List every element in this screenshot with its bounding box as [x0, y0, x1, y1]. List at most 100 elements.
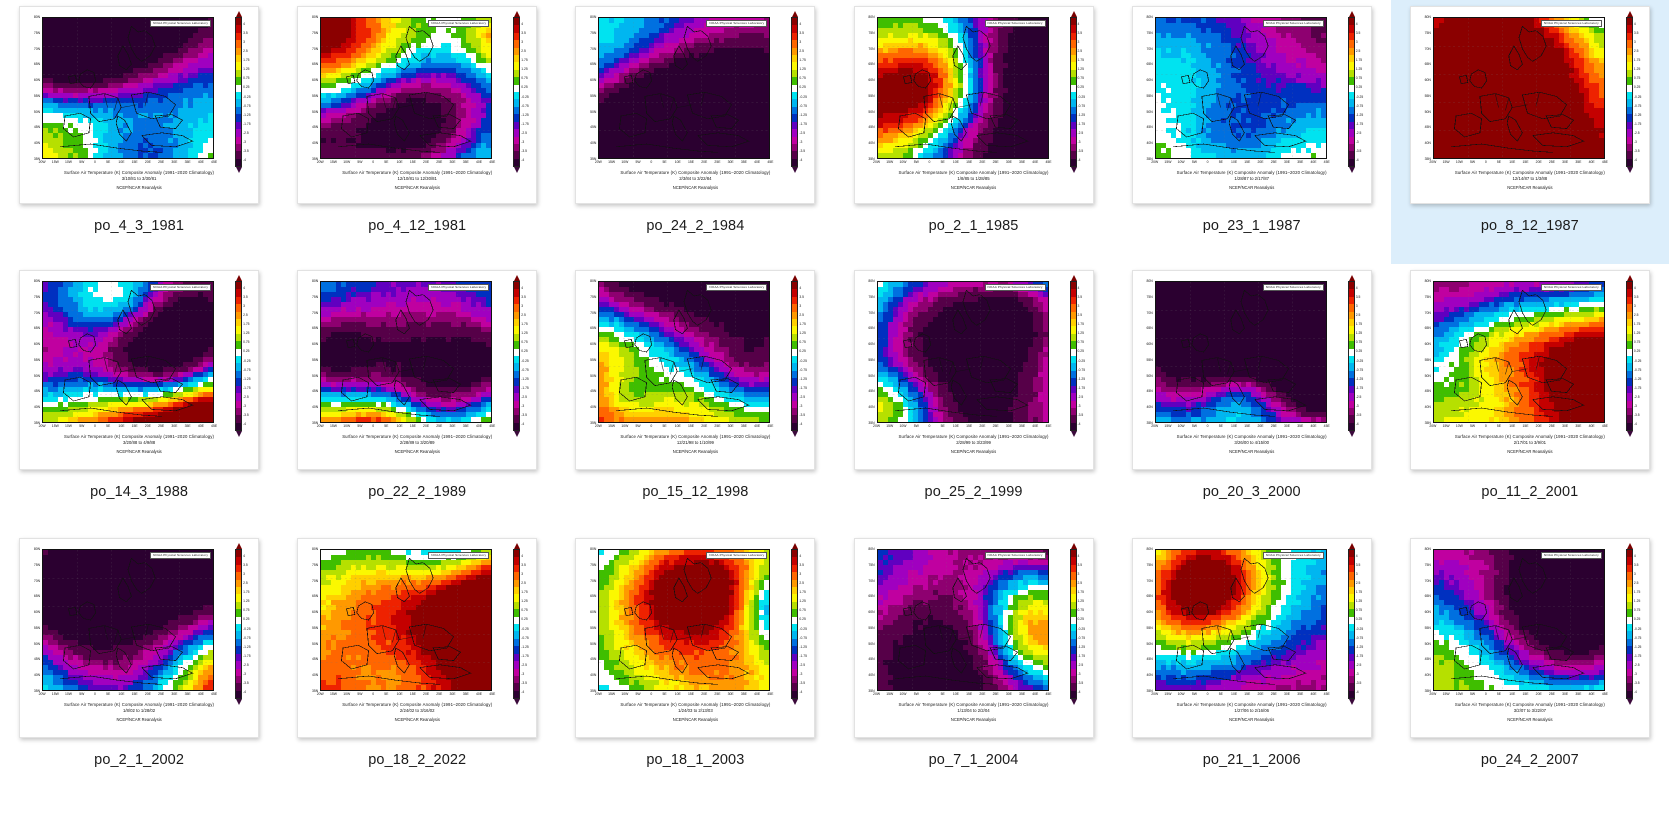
- thumbnail-item[interactable]: NOAA Physical Sciences Laboratory 80N 75N 7…: [834, 0, 1112, 264]
- x-tick-label: 40E: [754, 424, 761, 428]
- colorbar-tick-label: -0.75: [521, 103, 529, 108]
- colorbar-swatch: [1626, 668, 1632, 676]
- colorbar-tick-label: -0.25: [1633, 358, 1642, 363]
- y-tick-label: 70N: [312, 310, 319, 315]
- colorbar-swatch: [1070, 415, 1076, 423]
- y-tick-label: 65N: [312, 594, 319, 599]
- colorbar-swatch: [1348, 587, 1354, 595]
- colorbar-tick-label: -0.25: [1355, 358, 1364, 363]
- colorbar-swatch: [236, 282, 242, 290]
- thumbnail-item[interactable]: NOAA Physical Sciences Laboratory 80N 75N 7…: [1391, 264, 1669, 532]
- y-tick-label: 35N: [1146, 689, 1153, 693]
- plot-title-line: Surface Air Temperature (K) Composite An…: [342, 434, 493, 439]
- y-tick-label: 60N: [1424, 78, 1431, 83]
- thumbnail-item[interactable]: NOAA Physical Sciences Laboratory 80N 75N 7…: [1391, 532, 1669, 822]
- y-axis: 80N 75N 70N 65N 60N 55N 50N 45N 40N 35N: [302, 279, 319, 425]
- y-tick-label: 65N: [33, 326, 41, 331]
- plot-source-line: NCEP/NCAR Reanalysis: [1507, 449, 1553, 454]
- thumbnail-image[interactable]: NOAA Physical Sciences Laboratory 80N 75N 7…: [297, 6, 538, 204]
- thumbnail-image[interactable]: NOAA Physical Sciences Laboratory 80N 75N 7…: [1409, 270, 1650, 470]
- colorbar-swatch: [1626, 84, 1632, 93]
- thumbnail-item[interactable]: NOAA Physical Sciences Laboratory 80N 75N 7…: [834, 264, 1112, 532]
- colorbar-swatch: [1348, 18, 1354, 26]
- x-tick-label: 35E: [1019, 692, 1026, 696]
- x-axis: 20W 15W 10W 5W 0 5E 10E 15E 20E 25E 30E 35E 40E 45E: [1151, 692, 1330, 701]
- colorbar-tick-label: -2.5: [521, 394, 527, 399]
- colorbar-tick-label: 0.25: [521, 349, 528, 354]
- colorbar-swatch: [1348, 378, 1354, 386]
- thumbnail-item[interactable]: NOAA Physical Sciences Laboratory 80N 75N 7…: [278, 264, 556, 532]
- y-tick-label: 50N: [590, 109, 597, 114]
- thumbnail-item[interactable]: NOAA Physical Sciences Laboratory 80N 75N 7…: [556, 264, 834, 532]
- map-plot-area: NOAA Physical Sciences Laboratory: [1154, 281, 1327, 423]
- x-tick-label: 40E: [197, 424, 204, 428]
- thumbnail-image[interactable]: NOAA Physical Sciences Laboratory 80N 75N 7…: [853, 538, 1094, 738]
- thumbnail-image[interactable]: NOAA Physical Sciences Laboratory 80N 75N 7…: [1131, 270, 1372, 470]
- colorbar-swatch: [1070, 158, 1076, 167]
- thumbnail-item[interactable]: NOAA Physical Sciences Laboratory 80N 75N 7…: [1390, 0, 1669, 264]
- thumbnail-image[interactable]: NOAA Physical Sciences Laboratory 80N 75N 7…: [1409, 6, 1650, 204]
- thumbnail-image[interactable]: NOAA Physical Sciences Laboratory 80N 75N 7…: [1131, 538, 1372, 738]
- colorbar-tick-label: -3.5: [243, 681, 249, 686]
- thumbnail-image[interactable]: NOAA Physical Sciences Laboratory 80N 75N 7…: [297, 270, 538, 470]
- thumbnail-item[interactable]: NOAA Physical Sciences Laboratory 80N 75N 7…: [0, 0, 278, 264]
- thumbnail-item[interactable]: NOAA Physical Sciences Laboratory 80N 75N 7…: [834, 532, 1112, 822]
- colorbar-swatch: [1626, 99, 1632, 107]
- colorbar-tick-label: -1.75: [1077, 121, 1086, 126]
- colorbar-swatch: [1348, 661, 1354, 669]
- thumbnail-item[interactable]: NOAA Physical Sciences Laboratory 80N 75N 7…: [278, 0, 556, 264]
- y-tick-label: 80N: [1424, 15, 1431, 19]
- colorbar-swatch: [1626, 77, 1632, 85]
- thumbnail-item[interactable]: NOAA Physical Sciences Laboratory 80N 75N 7…: [1113, 0, 1391, 264]
- thumbnail-image[interactable]: NOAA Physical Sciences Laboratory 80N 75N 7…: [575, 6, 816, 204]
- colorbar-tick-labels: 4 3.5 3 2.5 1.75 1.25 0.75 0.25 -0.25 -0.75 -1.25 -…: [1356, 281, 1369, 431]
- x-tick-label: 45E: [211, 424, 218, 428]
- thumbnail-image[interactable]: NOAA Physical Sciences Laboratory 80N 75N 7…: [853, 270, 1094, 470]
- x-tick-label: 20W: [873, 424, 881, 428]
- colorbar-swatch: [236, 400, 242, 408]
- colorbar-swatch: [236, 557, 242, 565]
- y-axis: 80N 75N 70N 65N 60N 55N 50N 45N 40N 35N: [302, 547, 319, 693]
- x-tick-label: 5E: [1218, 692, 1223, 696]
- colorbar: [513, 549, 521, 699]
- thumbnail-image[interactable]: NOAA Physical Sciences Laboratory 80N 75N 7…: [19, 538, 260, 738]
- colorbar-swatch: [792, 631, 798, 639]
- thumbnail-item[interactable]: NOAA Physical Sciences Laboratory 80N 75N 7…: [1113, 532, 1391, 822]
- thumbnail-label: po_18_1_2003: [646, 752, 745, 768]
- thumbnail-image[interactable]: NOAA Physical Sciences Laboratory 80N 75N 7…: [1131, 6, 1372, 204]
- colorbar-swatch: [236, 114, 242, 122]
- thumbnail-image[interactable]: NOAA Physical Sciences Laboratory 80N 75N 7…: [853, 6, 1094, 204]
- plot-caption: Surface Air Temperature (K) Composite An…: [1417, 702, 1643, 723]
- thumbnail-image[interactable]: NOAA Physical Sciences Laboratory 80N 75N 7…: [19, 6, 260, 204]
- y-tick-label: 35N: [590, 157, 597, 161]
- thumbnail-image[interactable]: NOAA Physical Sciences Laboratory 80N 75N 7…: [575, 270, 816, 470]
- y-tick-label: 40N: [590, 673, 597, 678]
- colorbar-tick-label: 3: [1633, 571, 1636, 576]
- thumbnail-item[interactable]: NOAA Physical Sciences Laboratory 80N 75N 7…: [1113, 264, 1391, 532]
- plot-caption: Surface Air Temperature (K) Composite An…: [861, 170, 1087, 191]
- thumbnail-image[interactable]: NOAA Physical Sciences Laboratory 80N 75N 7…: [1409, 538, 1650, 738]
- colorbar-swatch: [514, 675, 520, 684]
- colorbar-swatch: [1348, 47, 1354, 56]
- colorbar-tick-label: -2.5: [799, 130, 806, 135]
- plot-title-line: Surface Air Temperature (K) Composite An…: [1454, 170, 1605, 175]
- colorbar-swatch: [1626, 638, 1632, 647]
- thumbnail-item[interactable]: NOAA Physical Sciences Laboratory 80N 75N 7…: [556, 0, 834, 264]
- colorbar-tick-label: 1.75: [1633, 322, 1641, 327]
- thumbnail-image[interactable]: NOAA Physical Sciences Laboratory 80N 75N 7…: [575, 538, 816, 738]
- colorbar-swatch: [1348, 564, 1354, 573]
- colorbar-swatch: [792, 415, 798, 423]
- thumbnail-image[interactable]: NOAA Physical Sciences Laboratory 80N 75N 7…: [19, 270, 260, 470]
- colorbar-tick-label: -3.5: [1077, 681, 1084, 686]
- x-tick-label: 15E: [409, 160, 416, 164]
- x-tick-label: 10W: [343, 424, 351, 428]
- thumbnail-item[interactable]: NOAA Physical Sciences Laboratory 80N 75N 7…: [556, 532, 834, 822]
- thumbnail-image[interactable]: NOAA Physical Sciences Laboratory 80N 75N 7…: [297, 538, 538, 738]
- y-tick-label: 55N: [312, 625, 319, 630]
- plot-caption: Surface Air Temperature (K) Composite An…: [26, 170, 252, 191]
- thumbnail-item[interactable]: NOAA Physical Sciences Laboratory 80N 75N 7…: [0, 532, 278, 822]
- colorbar-tick-label: 1.25: [1633, 67, 1641, 72]
- colorbar-swatch: [1070, 550, 1076, 558]
- thumbnail-item[interactable]: NOAA Physical Sciences Laboratory 80N 75N 7…: [278, 532, 556, 822]
- thumbnail-item[interactable]: NOAA Physical Sciences Laboratory 80N 75N 7…: [0, 264, 278, 532]
